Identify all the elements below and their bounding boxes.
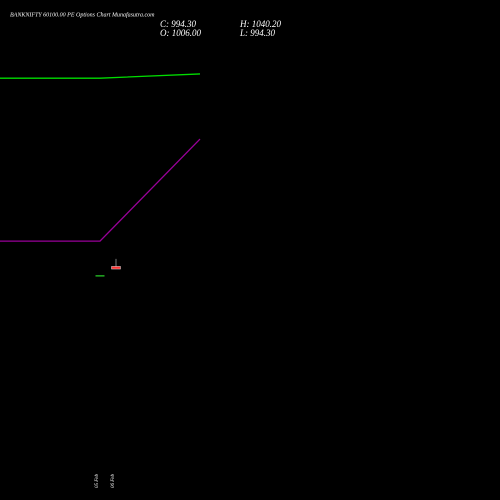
indicator-line (0, 73, 201, 79)
x-tick-label: 06 Feb (111, 473, 116, 488)
open-label: O: 1006.00 (160, 28, 201, 38)
candle-body (95, 275, 105, 277)
chart-title: BANKNIFTY 60100.00 PE Options Chart Muna… (10, 11, 155, 18)
high-label: H: 1040.20 (239, 19, 281, 29)
close-label: C: 994.30 (160, 19, 197, 29)
low-label: L: 994.30 (239, 28, 276, 38)
indicator-line (0, 138, 201, 242)
x-tick-label: 05 Feb (95, 473, 100, 488)
candle-body (111, 266, 121, 270)
